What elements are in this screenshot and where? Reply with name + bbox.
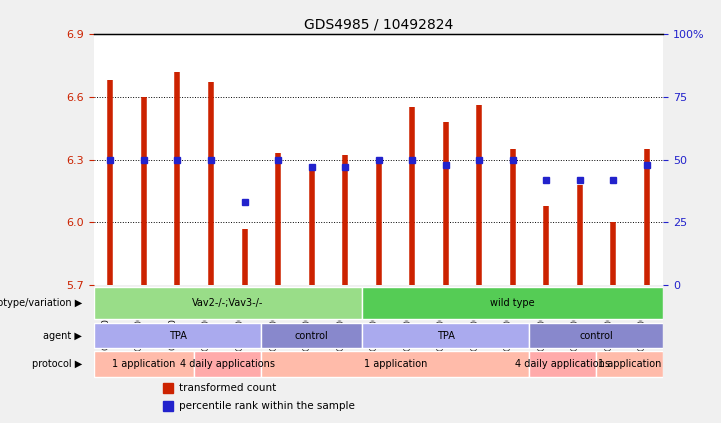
FancyBboxPatch shape — [362, 287, 663, 319]
FancyBboxPatch shape — [94, 323, 261, 349]
Title: GDS4985 / 10492824: GDS4985 / 10492824 — [304, 17, 454, 31]
Text: 1 application: 1 application — [598, 359, 661, 369]
Text: 1 application: 1 application — [112, 359, 176, 369]
FancyBboxPatch shape — [362, 323, 529, 349]
Text: transformed count: transformed count — [179, 383, 276, 393]
FancyBboxPatch shape — [94, 352, 194, 377]
Text: 4 daily applications: 4 daily applications — [516, 359, 610, 369]
FancyBboxPatch shape — [529, 323, 663, 349]
FancyBboxPatch shape — [261, 352, 529, 377]
Text: percentile rank within the sample: percentile rank within the sample — [179, 401, 355, 411]
Text: control: control — [580, 330, 613, 341]
Text: wild type: wild type — [490, 298, 535, 308]
Text: TPA: TPA — [437, 330, 454, 341]
Text: agent ▶: agent ▶ — [43, 330, 82, 341]
Text: TPA: TPA — [169, 330, 187, 341]
FancyBboxPatch shape — [94, 287, 362, 319]
Text: control: control — [295, 330, 328, 341]
FancyBboxPatch shape — [529, 352, 596, 377]
FancyBboxPatch shape — [194, 352, 261, 377]
Text: protocol ▶: protocol ▶ — [32, 359, 82, 369]
Text: 1 application: 1 application — [363, 359, 427, 369]
Text: genotype/variation ▶: genotype/variation ▶ — [0, 298, 82, 308]
FancyBboxPatch shape — [596, 352, 663, 377]
Text: Vav2-/-;Vav3-/-: Vav2-/-;Vav3-/- — [192, 298, 263, 308]
FancyBboxPatch shape — [261, 323, 362, 349]
Text: 4 daily applications: 4 daily applications — [180, 359, 275, 369]
